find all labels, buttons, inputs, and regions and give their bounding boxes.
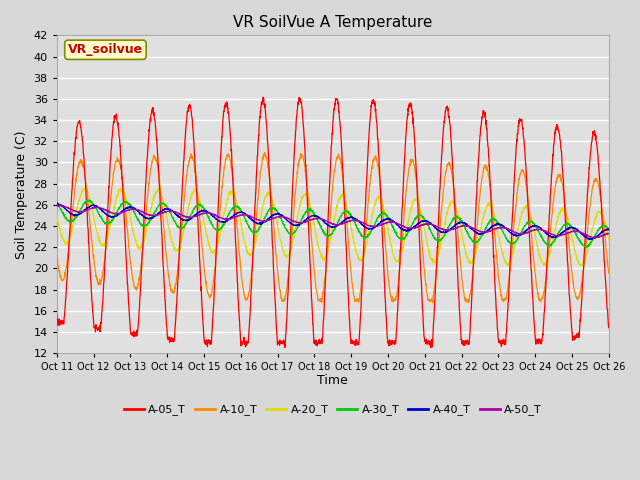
A-50_T (53, 203, 61, 209)
A-30_T (349, 216, 356, 222)
A-05_T (259, 95, 267, 100)
A-10_T (572, 294, 580, 300)
A-50_T (589, 235, 596, 240)
Y-axis label: Soil Temperature (C): Soil Temperature (C) (15, 130, 28, 259)
A-50_T (493, 225, 501, 231)
A-05_T (427, 345, 435, 350)
A-30_T (493, 219, 501, 225)
A-20_T (577, 263, 585, 269)
Line: A-50_T: A-50_T (57, 205, 609, 238)
A-40_T (493, 221, 501, 227)
A-05_T (493, 327, 501, 333)
A-10_T (207, 292, 214, 298)
A-05_T (53, 312, 61, 317)
A-30_T (84, 197, 92, 203)
A-30_T (361, 235, 369, 241)
A-40_T (349, 215, 356, 220)
A-40_T (207, 212, 215, 217)
A-05_T (572, 333, 580, 339)
Line: A-30_T: A-30_T (57, 200, 609, 247)
A-05_T (557, 142, 564, 147)
A-20_T (53, 211, 61, 217)
A-30_T (53, 200, 61, 206)
Title: VR SoilVue A Temperature: VR SoilVue A Temperature (233, 15, 433, 30)
A-50_T (349, 217, 356, 223)
Legend: A-05_T, A-10_T, A-20_T, A-30_T, A-40_T, A-50_T: A-05_T, A-10_T, A-20_T, A-30_T, A-40_T, … (120, 400, 546, 420)
A-05_T (207, 341, 214, 347)
A-40_T (556, 232, 564, 238)
A-30_T (582, 244, 589, 250)
A-50_T (605, 230, 612, 236)
A-10_T (53, 252, 61, 258)
A-20_T (207, 247, 215, 253)
A-50_T (556, 232, 564, 238)
A-50_T (572, 228, 579, 234)
A-40_T (586, 237, 594, 242)
A-05_T (349, 338, 356, 344)
A-30_T (207, 219, 215, 225)
A-10_T (429, 300, 436, 306)
A-30_T (605, 226, 612, 232)
A-10_T (361, 241, 369, 247)
A-40_T (605, 226, 612, 232)
A-40_T (361, 224, 369, 229)
A-50_T (361, 221, 369, 227)
Line: A-10_T: A-10_T (57, 153, 609, 303)
A-40_T (53, 201, 61, 206)
A-30_T (556, 227, 564, 233)
A-10_T (557, 172, 564, 178)
A-20_T (117, 186, 125, 192)
A-10_T (349, 285, 356, 291)
A-40_T (54, 200, 61, 206)
A-30_T (572, 231, 579, 237)
A-20_T (361, 249, 369, 255)
A-10_T (493, 262, 501, 268)
A-40_T (572, 226, 579, 232)
A-10_T (605, 270, 612, 276)
A-05_T (361, 214, 369, 219)
Text: VR_soilvue: VR_soilvue (68, 43, 143, 56)
A-20_T (349, 233, 356, 239)
A-20_T (605, 236, 612, 242)
Line: A-20_T: A-20_T (57, 189, 609, 266)
A-05_T (605, 325, 612, 331)
A-50_T (56, 202, 63, 208)
A-10_T (261, 150, 269, 156)
Line: A-40_T: A-40_T (57, 203, 609, 240)
Line: A-05_T: A-05_T (57, 97, 609, 348)
X-axis label: Time: Time (317, 373, 348, 386)
A-50_T (207, 210, 215, 216)
A-20_T (572, 250, 579, 255)
A-20_T (493, 226, 501, 232)
A-20_T (556, 210, 564, 216)
